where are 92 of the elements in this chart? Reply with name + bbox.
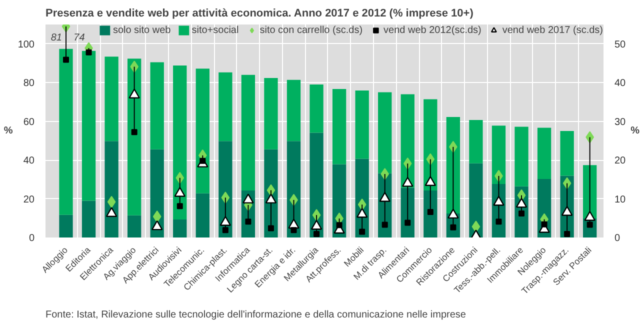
- annotation: 81: [50, 32, 62, 44]
- point: [107, 196, 116, 208]
- point: [382, 222, 388, 228]
- point: [564, 231, 570, 238]
- point: [472, 220, 480, 233]
- point: [152, 210, 162, 223]
- bar: [196, 193, 210, 238]
- point: [290, 227, 297, 234]
- bar: [104, 56, 118, 142]
- point: [518, 210, 525, 216]
- point: [359, 228, 366, 235]
- point: [516, 198, 528, 208]
- point: [242, 194, 254, 204]
- point: [561, 206, 573, 216]
- bar: [537, 128, 552, 180]
- bar: [196, 68, 210, 194]
- bar: [127, 58, 142, 216]
- point: [131, 129, 138, 136]
- point: [402, 176, 414, 187]
- bar: [514, 126, 528, 186]
- bar: [127, 215, 142, 238]
- point: [63, 56, 69, 63]
- bar: [469, 120, 483, 164]
- point: [541, 221, 548, 228]
- bar: [469, 163, 483, 238]
- legend-label: sito con carrello (sc.ds): [260, 24, 363, 36]
- point: [356, 208, 368, 218]
- y-tick-label: 0: [28, 233, 35, 244]
- annotation: 74: [74, 32, 86, 44]
- y-tick-label: 20: [23, 194, 35, 206]
- point: [493, 196, 504, 206]
- bar: [82, 50, 96, 201]
- point: [174, 186, 186, 197]
- point: [128, 88, 140, 98]
- y2-tick-label: 50: [614, 39, 626, 50]
- legend-label: vend web 2012(sc.ds): [384, 24, 482, 36]
- point: [404, 220, 411, 226]
- point: [424, 176, 436, 186]
- y-tick-label: 80: [23, 78, 35, 90]
- legend-label: solo sito web: [112, 24, 171, 36]
- bar: [355, 90, 369, 159]
- bar: [241, 74, 256, 190]
- bar: [264, 78, 278, 150]
- y2-tick-label: 40: [614, 78, 626, 90]
- bar: [310, 84, 324, 133]
- point: [496, 218, 502, 225]
- point: [584, 210, 596, 221]
- bar: [560, 131, 574, 176]
- bar: [332, 88, 346, 164]
- bar: [173, 66, 187, 220]
- point: [86, 49, 92, 56]
- point: [448, 208, 459, 219]
- point: [222, 227, 228, 234]
- bar: [104, 141, 118, 238]
- bar: [59, 214, 73, 238]
- y-tick-label: 60: [23, 116, 35, 128]
- point: [268, 225, 274, 232]
- point: [152, 220, 163, 230]
- bar: [378, 92, 392, 174]
- y2-tick-label: 0: [614, 233, 620, 244]
- bar: [82, 200, 96, 238]
- bar: [173, 219, 187, 238]
- bar: [59, 48, 73, 215]
- bar: [218, 72, 232, 142]
- bar: [150, 62, 164, 150]
- point: [379, 192, 390, 202]
- y2-tick-label: 10: [614, 194, 626, 206]
- point: [220, 216, 232, 226]
- point: [176, 203, 183, 210]
- y2-tick-label: 20: [614, 156, 626, 167]
- bar: [286, 80, 301, 142]
- y2-axis-title: %: [630, 126, 640, 136]
- legend-label: sito+social: [192, 24, 239, 36]
- bar: [400, 188, 414, 238]
- point: [245, 218, 252, 225]
- point: [106, 207, 118, 217]
- bar: [150, 149, 164, 238]
- y-tick-label: 100: [18, 39, 35, 50]
- point: [427, 208, 434, 215]
- point: [310, 220, 322, 230]
- y-axis-title: %: [4, 126, 13, 136]
- y2-tick-label: 30: [614, 116, 626, 128]
- point: [314, 231, 320, 238]
- point: [265, 194, 277, 204]
- chart-title: Presenza e vendite web per attività economica. Anno 2017 e 2012 (% imprese 10+): [46, 8, 474, 20]
- source-note: Fonte: Istat, Rilevazione sulle tecnologie dell'informazione e della comunicazione nelle imprese: [46, 310, 466, 320]
- y-tick-label: 40: [23, 156, 35, 167]
- legend-label: vend web 2017 (sc.ds): [502, 24, 603, 36]
- bar: [424, 190, 438, 238]
- point: [336, 222, 342, 228]
- bar: [492, 126, 506, 184]
- bar: [446, 117, 460, 214]
